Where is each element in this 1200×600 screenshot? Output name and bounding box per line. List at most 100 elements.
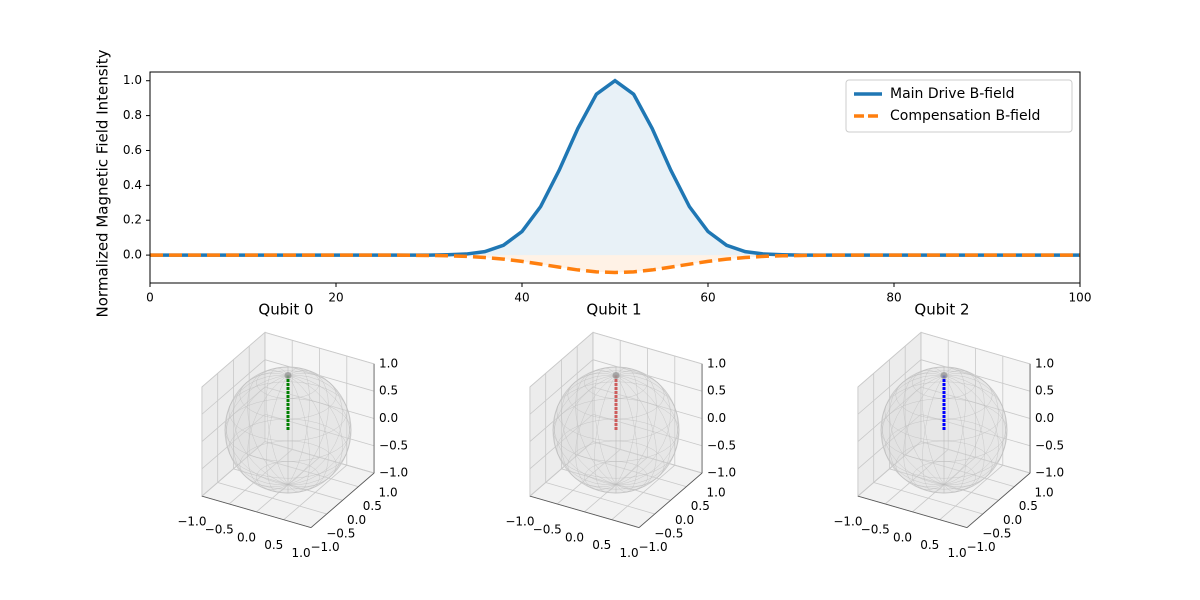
z-tick-label: −0.5 [1035, 438, 1064, 452]
sphere-wire [889, 373, 999, 487]
y-tick-label: −1.0 [638, 540, 667, 554]
z-tick-label: −1.0 [1035, 466, 1064, 480]
y-tick-label: 0.6 [123, 143, 142, 157]
y-tick-label: −1.0 [966, 540, 995, 554]
grid-line [201, 441, 266, 497]
grid-line [529, 413, 594, 470]
y-tick-label: 1.0 [379, 486, 398, 500]
y-tick-label: 0.5 [363, 499, 382, 513]
y-tick-label: 0.4 [123, 178, 142, 192]
sphere-wire [561, 373, 671, 487]
grid-line [920, 332, 1031, 365]
sphere-wire [922, 367, 966, 493]
x-tick-label: −1.0 [833, 515, 862, 529]
grid-line [201, 332, 266, 388]
y-tick-label: −1.0 [310, 540, 339, 554]
subplot-title: Qubit 0 [258, 301, 313, 319]
sphere-wire [561, 373, 671, 487]
axis-edge [966, 472, 1031, 528]
grid-line [873, 482, 983, 515]
grid-line [545, 482, 655, 515]
x-tick-label: 0.0 [565, 530, 584, 544]
subplot-title: Qubit 1 [586, 301, 641, 319]
plot-frame [149, 71, 1081, 284]
x-tick-label: 0.0 [237, 530, 256, 544]
x-tick-label: 80 [886, 291, 901, 305]
sphere-wire [903, 370, 985, 490]
y-tick-label: 0.0 [347, 513, 366, 527]
grid-line [201, 413, 266, 470]
y-tick-label: 1.0 [123, 73, 142, 87]
x-tick-label: 0.0 [893, 530, 912, 544]
grid-line [857, 413, 922, 470]
legend-label: Main Drive B-field [890, 86, 1015, 102]
z-tick-label: −1.0 [707, 466, 736, 480]
y-axis-label: Normalized Magnetic Field Intensity [94, 49, 112, 317]
x-tick-label: 0.5 [920, 538, 939, 552]
z-tick-label: 1.0 [379, 356, 398, 370]
z-tick-label: 0.0 [1035, 411, 1054, 425]
y-tick-label: 0.2 [123, 213, 142, 227]
sphere-wire [233, 373, 343, 487]
sphere-wire [575, 370, 657, 490]
z-tick-label: −0.5 [379, 438, 408, 452]
z-tick-label: 0.0 [379, 411, 398, 425]
y-tick-label: 0.0 [1003, 513, 1022, 527]
sphere-wire [889, 373, 999, 487]
z-tick-label: 1.0 [1035, 356, 1054, 370]
y-tick-label: 1.0 [707, 486, 726, 500]
sphere-wire [594, 367, 638, 493]
x-tick-label: 1.0 [948, 546, 967, 560]
area-fill [150, 255, 1080, 273]
vector-tip [940, 371, 948, 379]
x-tick-label: 40 [514, 291, 529, 305]
y-tick-label: −0.5 [326, 526, 355, 540]
y-tick-label: 0.0 [675, 513, 694, 527]
sphere-wire [266, 367, 310, 493]
vector-tip [284, 371, 292, 379]
x-tick-label: 0.5 [264, 538, 283, 552]
sphere-wire [553, 375, 679, 485]
grid-line [857, 441, 922, 497]
sphere-wire [225, 375, 351, 485]
x-tick-label: 0.5 [592, 538, 611, 552]
y-tick-label: 0.0 [123, 248, 142, 262]
grid-line [857, 332, 922, 388]
sphere-wire [575, 370, 657, 490]
sphere-wire [233, 373, 343, 487]
x-tick-label: 0 [146, 291, 154, 305]
legend-box [845, 79, 1073, 133]
axis-edge [201, 495, 312, 528]
z-tick-label: 0.5 [707, 384, 726, 398]
y-tick-label: 0.5 [1019, 499, 1038, 513]
z-tick-label: 1.0 [707, 356, 726, 370]
grid-line [264, 332, 375, 365]
x-tick-label: 100 [1069, 291, 1092, 305]
x-tick-label: −0.5 [205, 522, 234, 536]
x-tick-label: 1.0 [292, 546, 311, 560]
z-tick-label: −0.5 [707, 438, 736, 452]
sphere-wire [247, 370, 329, 490]
grid-line [201, 359, 266, 415]
x-tick-label: 20 [328, 291, 343, 305]
subplot-title: Qubit 2 [914, 301, 969, 319]
sphere-wire [225, 375, 351, 485]
sphere-wire [922, 367, 966, 493]
z-tick-label: 0.5 [379, 384, 398, 398]
y-tick-label: 0.8 [123, 108, 142, 122]
x-tick-label: −0.5 [861, 522, 890, 536]
grid-line [857, 359, 922, 415]
sphere-wire [881, 375, 1007, 485]
x-tick-label: −1.0 [505, 515, 534, 529]
x-tick-label: −1.0 [177, 515, 206, 529]
sphere-wire [553, 375, 679, 485]
x-tick-label: 60 [700, 291, 715, 305]
grid-line [529, 359, 594, 415]
x-tick-label: −0.5 [533, 522, 562, 536]
legend-label: Compensation B-field [890, 108, 1040, 124]
area-fill [150, 80, 1080, 256]
sphere-wire [881, 375, 1007, 485]
z-tick-label: −1.0 [379, 466, 408, 480]
sphere-wire [247, 370, 329, 490]
